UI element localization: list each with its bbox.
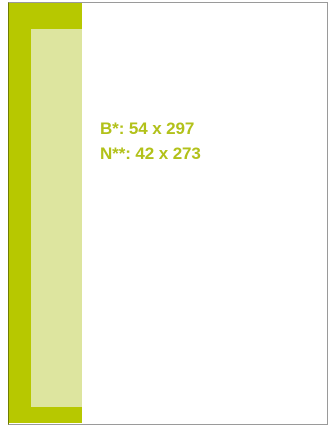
bleed-dimension-label: B*: 54 x 297 xyxy=(100,119,195,138)
net-dimension-label: N**: 42 x 273 xyxy=(100,144,201,163)
trim-panel xyxy=(31,29,82,407)
dimension-labels: B*: 54 x 297 N**: 42 x 273 xyxy=(100,116,201,166)
